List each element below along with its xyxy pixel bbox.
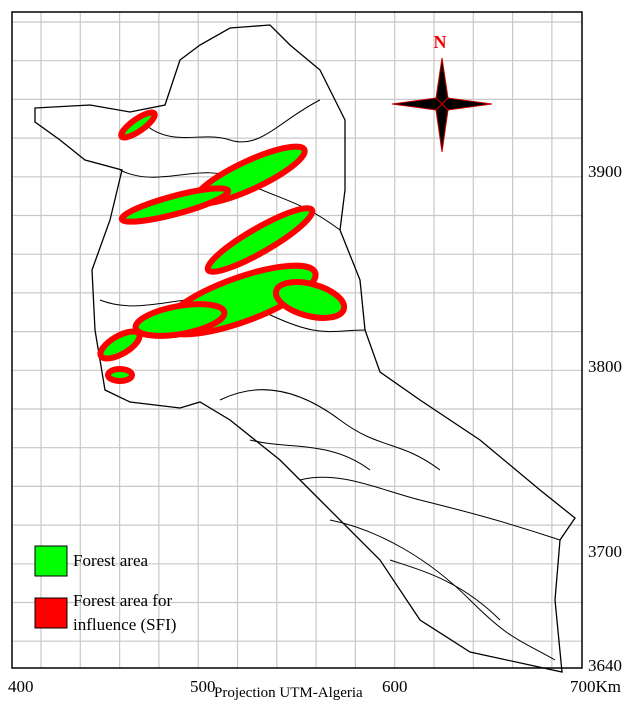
y-label: 3900: [588, 162, 622, 181]
compass: N: [391, 32, 493, 153]
x-label: 500: [190, 677, 216, 696]
north-label: N: [434, 32, 447, 52]
x-label: 400: [8, 677, 34, 696]
legend: Forest area Forest area for influence (S…: [34, 545, 176, 634]
legend-label: influence (SFI): [73, 615, 176, 634]
legend-swatch: [34, 545, 68, 577]
frame: [11, 11, 583, 669]
forest-areas: [97, 109, 348, 384]
axis-labels: 3900 3800 3700 3640 400 500 600 700Km Pr…: [8, 162, 622, 701]
x-label: 600: [382, 677, 408, 696]
y-label: 3700: [588, 542, 622, 561]
legend-swatch: [34, 597, 68, 629]
projection-label: Projection UTM-Algeria: [214, 685, 363, 701]
x-label: 700Km: [570, 677, 621, 696]
y-label: 3800: [588, 357, 622, 376]
y-label: 3640: [588, 656, 622, 675]
legend-label: Forest area: [73, 551, 149, 570]
legend-label: Forest area for: [73, 591, 172, 610]
